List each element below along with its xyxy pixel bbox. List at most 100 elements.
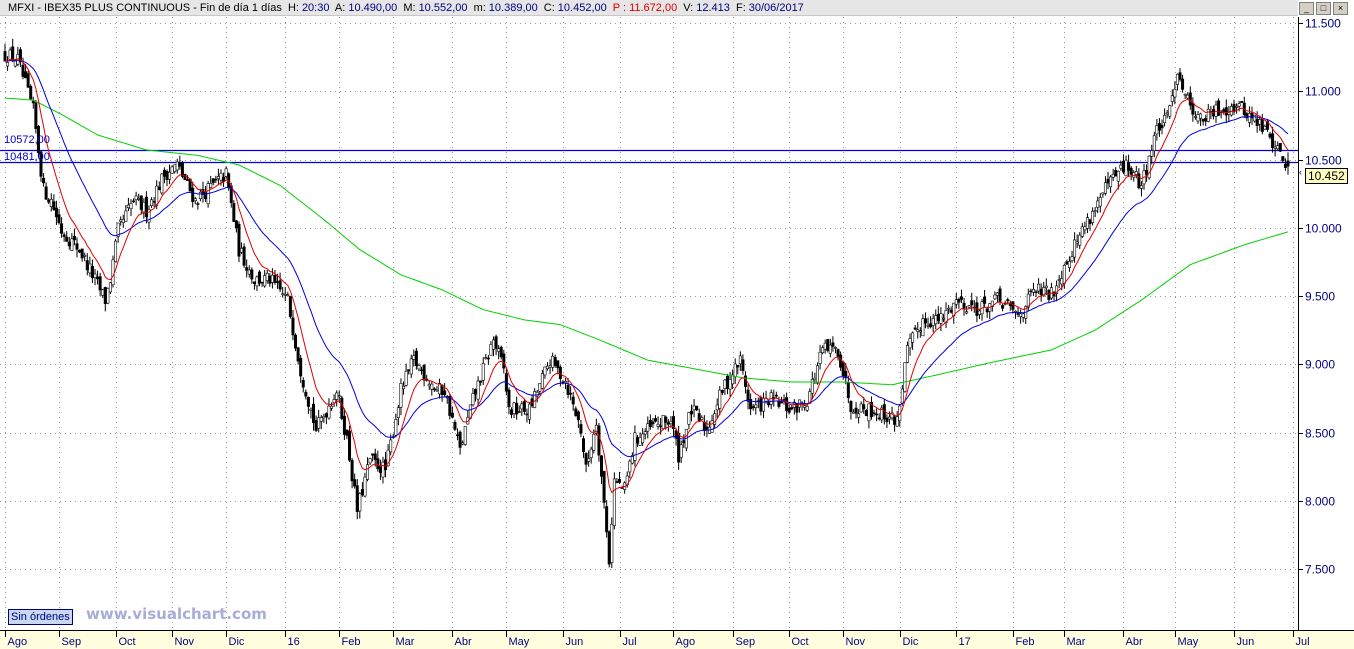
low-value: 10.389,00	[488, 2, 538, 14]
candle-body	[378, 466, 382, 473]
candle	[785, 392, 789, 419]
candle	[394, 413, 398, 438]
candle-body	[440, 384, 444, 396]
maximize-button[interactable]: □	[1316, 2, 1331, 15]
candle-body	[276, 281, 280, 283]
candle	[954, 292, 958, 309]
candle-body	[1127, 162, 1131, 171]
candle	[846, 375, 850, 404]
candle	[425, 374, 429, 382]
candle	[1047, 289, 1051, 303]
candle-body	[1093, 210, 1097, 212]
candle	[893, 414, 897, 432]
candle-body	[450, 412, 454, 418]
candle	[576, 410, 580, 428]
candle-body	[245, 267, 249, 271]
candle-body	[998, 288, 1002, 302]
candle	[828, 338, 832, 358]
candle	[743, 371, 747, 394]
candle	[255, 275, 259, 291]
candle	[949, 306, 953, 314]
time-label: H:	[287, 2, 299, 14]
candle-body	[1042, 287, 1046, 297]
candle-body	[808, 391, 812, 404]
candle	[1013, 310, 1017, 319]
candle	[443, 382, 447, 397]
candle	[1170, 89, 1174, 107]
candle	[854, 402, 858, 419]
candle	[1217, 98, 1221, 116]
candle-body	[584, 453, 588, 465]
candle-body	[589, 448, 593, 458]
candle-body	[252, 281, 256, 284]
candle-body	[643, 431, 647, 435]
candle-body	[299, 358, 303, 377]
y-tick-label: 8.500	[1305, 427, 1335, 441]
candle	[605, 500, 609, 538]
candle	[1265, 119, 1269, 132]
candle	[170, 165, 174, 174]
candle-body	[787, 407, 791, 413]
candle-body	[551, 355, 555, 368]
candle	[391, 433, 395, 439]
x-tick-label: Jul	[623, 636, 637, 648]
candle-body	[862, 404, 866, 410]
candle-body	[286, 294, 290, 297]
candle-body	[358, 493, 362, 512]
candle	[1134, 165, 1138, 179]
candle	[378, 459, 382, 481]
candle	[826, 339, 830, 353]
candle	[1283, 158, 1287, 171]
candle	[265, 270, 269, 284]
candle-body	[679, 444, 683, 458]
candle-body	[44, 186, 48, 200]
candle	[209, 175, 213, 189]
candle	[713, 410, 717, 429]
candle	[1106, 171, 1110, 190]
candle	[947, 304, 951, 315]
candle-body	[407, 369, 411, 372]
candle-body	[1065, 261, 1069, 265]
candle-body	[350, 459, 354, 482]
candle	[962, 297, 966, 316]
candle	[790, 405, 794, 411]
candle-body	[913, 327, 917, 330]
x-tick-label: Dic	[903, 636, 919, 648]
candle-body	[160, 173, 164, 194]
candle-body	[1173, 88, 1177, 98]
candle-body	[749, 399, 753, 410]
x-tick-label: May	[509, 636, 530, 648]
candle	[340, 395, 344, 421]
candle-body	[525, 413, 529, 416]
candle-body	[54, 207, 58, 218]
candle	[335, 390, 339, 407]
candle-body	[1206, 108, 1210, 122]
candle-body	[1286, 160, 1290, 167]
minimize-button[interactable]: _	[1299, 2, 1314, 15]
candle-body	[497, 348, 501, 352]
candle	[85, 253, 89, 276]
orders-badge[interactable]: Sin órdenes	[8, 609, 73, 625]
candle-body	[283, 293, 287, 296]
candle-body	[78, 249, 82, 253]
candle-body	[1183, 93, 1187, 96]
candle	[1078, 232, 1082, 250]
candle-body	[851, 411, 855, 414]
candle	[610, 517, 614, 569]
candle	[666, 419, 670, 432]
candle-body	[342, 415, 346, 435]
candle-body	[646, 423, 650, 432]
candle	[1235, 103, 1239, 114]
candle	[1137, 168, 1141, 190]
close-button[interactable]: ×	[1333, 2, 1348, 15]
candle	[139, 195, 143, 215]
candle	[360, 482, 364, 497]
candle	[803, 399, 807, 411]
open-label: A:	[334, 2, 346, 14]
candle	[211, 178, 215, 186]
candle	[481, 357, 485, 386]
candle	[1173, 81, 1177, 105]
candle	[52, 194, 56, 211]
x-tick-label: Feb	[342, 636, 361, 648]
